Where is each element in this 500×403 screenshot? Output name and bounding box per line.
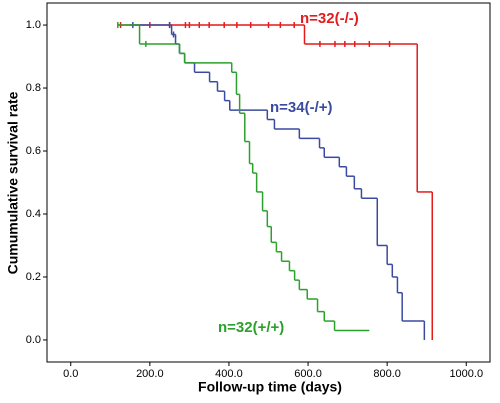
y-tick-label: 0.8 — [26, 82, 41, 94]
x-tick-label: 600.0 — [294, 368, 322, 380]
x-tick-label: 800.0 — [373, 368, 401, 380]
x-tick-label: 200.0 — [136, 368, 164, 380]
series-label: n=34(-/+) — [270, 99, 333, 116]
x-axis-label: Follow-up time (days) — [198, 379, 342, 395]
y-axis-label: Cumumulative survival rate — [5, 91, 21, 274]
y-tick-label: 0.4 — [26, 208, 41, 220]
y-tick-label: 0.2 — [26, 271, 41, 283]
x-tick-label: 1000.0 — [449, 368, 483, 380]
series-label: n=32(+/+) — [218, 319, 284, 336]
x-tick-label: 400.0 — [215, 368, 243, 380]
series-label: n=32(-/-) — [300, 10, 359, 27]
y-tick-label: 0.6 — [26, 145, 41, 157]
y-tick-label: 0.0 — [26, 334, 41, 346]
plot-frame — [46, 2, 491, 363]
y-tick-label: 1.0 — [26, 19, 41, 31]
x-tick-label: 0.0 — [63, 368, 78, 380]
